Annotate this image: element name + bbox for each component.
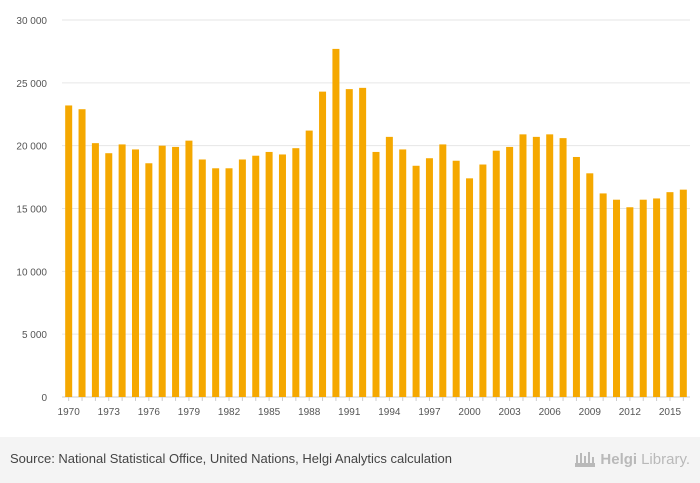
bar-2001[interactable]: [479, 164, 487, 397]
bar-2003[interactable]: [506, 146, 514, 397]
bar-1995[interactable]: [399, 149, 407, 397]
bar-2011[interactable]: [613, 199, 621, 397]
x-tick-label: 1988: [298, 407, 321, 418]
x-tick-label: 2006: [539, 407, 562, 418]
bar-2009[interactable]: [586, 173, 594, 397]
x-tick-label: 2000: [458, 407, 481, 418]
x-axis: 1970 1973 1976 1979 1982 1985 1988 1991 1994 1997…: [58, 397, 684, 418]
bar-1974[interactable]: [118, 144, 126, 397]
bar-1977[interactable]: [158, 145, 166, 397]
bar-2014[interactable]: [653, 198, 661, 397]
y-tick-label: 5 000: [22, 330, 47, 341]
bar-1984[interactable]: [252, 155, 260, 397]
bar-1970[interactable]: [65, 105, 73, 397]
bar-2008[interactable]: [572, 156, 580, 397]
brand-suffix: Library.: [641, 450, 690, 468]
bars: [65, 48, 687, 398]
x-tick-label: 2003: [498, 407, 521, 418]
bar-1987[interactable]: [292, 148, 300, 397]
bar-1990[interactable]: [332, 48, 340, 398]
x-tick-label: 1979: [178, 407, 201, 418]
bar-1981[interactable]: [212, 168, 220, 397]
x-tick-label: 2015: [659, 407, 682, 418]
y-axis: 0 5 000 10 000 15 000 20 000 25 000 30 000: [16, 16, 47, 404]
x-tick-label: 1970: [58, 407, 81, 418]
x-tick-label: 1985: [258, 407, 281, 418]
bar-2000[interactable]: [466, 178, 474, 397]
bar-2010[interactable]: [599, 193, 607, 397]
bar-2004[interactable]: [519, 134, 527, 397]
bar-2002[interactable]: [492, 150, 500, 397]
bar-1994[interactable]: [385, 136, 393, 397]
x-tick-label: 1982: [218, 407, 241, 418]
source-text: Source: National Statistical Office, Uni…: [10, 451, 452, 466]
bar-1983[interactable]: [238, 159, 246, 397]
bar-1998[interactable]: [439, 144, 447, 397]
bar-1997[interactable]: [425, 158, 433, 397]
bar-2013[interactable]: [639, 199, 647, 397]
bar-1992[interactable]: [359, 87, 367, 398]
bar-1971[interactable]: [78, 109, 86, 398]
bar-1973[interactable]: [105, 153, 113, 397]
bar-chart: 0 5 000 10 000 15 000 20 000 25 000 30 000 197…: [16, 16, 690, 418]
y-tick-label: 15 000: [16, 205, 47, 216]
x-tick-label: 1994: [378, 407, 401, 418]
footer: Source: National Statistical Office, Uni…: [0, 437, 700, 483]
y-tick-label: 0: [41, 393, 47, 404]
bar-1982[interactable]: [225, 168, 233, 397]
bar-1972[interactable]: [91, 143, 99, 397]
x-tick-label: 2012: [619, 407, 642, 418]
bar-1993[interactable]: [372, 151, 380, 397]
bar-1980[interactable]: [198, 159, 206, 397]
bar-1991[interactable]: [345, 89, 353, 397]
bar-1989[interactable]: [319, 91, 327, 397]
bar-2006[interactable]: [546, 134, 554, 397]
library-icon: [575, 452, 596, 467]
bar-1979[interactable]: [185, 140, 193, 397]
x-tick-label: 1976: [138, 407, 161, 418]
y-tick-label: 20 000: [16, 142, 47, 153]
bar-2016[interactable]: [679, 189, 687, 397]
x-tick-label: 1997: [418, 407, 441, 418]
bar-2015[interactable]: [666, 192, 674, 397]
bar-1986[interactable]: [278, 154, 286, 397]
x-tick-label: 2009: [579, 407, 602, 418]
bar-2007[interactable]: [559, 138, 567, 398]
bar-1988[interactable]: [305, 130, 313, 397]
y-tick-label: 10 000: [16, 267, 47, 278]
bar-2012[interactable]: [626, 207, 634, 397]
bar-1978[interactable]: [172, 146, 180, 397]
x-tick-label: 1973: [98, 407, 121, 418]
bar-1985[interactable]: [265, 151, 273, 397]
bar-1999[interactable]: [452, 160, 460, 397]
bar-1975[interactable]: [131, 149, 139, 397]
y-tick-label: 30 000: [16, 16, 47, 27]
bar-1996[interactable]: [412, 165, 420, 397]
y-tick-label: 25 000: [16, 79, 47, 90]
bar-1976[interactable]: [145, 163, 153, 397]
bar-2005[interactable]: [532, 136, 540, 397]
x-tick-label: 1991: [338, 407, 361, 418]
brand-logo[interactable]: Helgi Library.: [574, 447, 690, 471]
brand-name: Helgi: [600, 450, 638, 468]
